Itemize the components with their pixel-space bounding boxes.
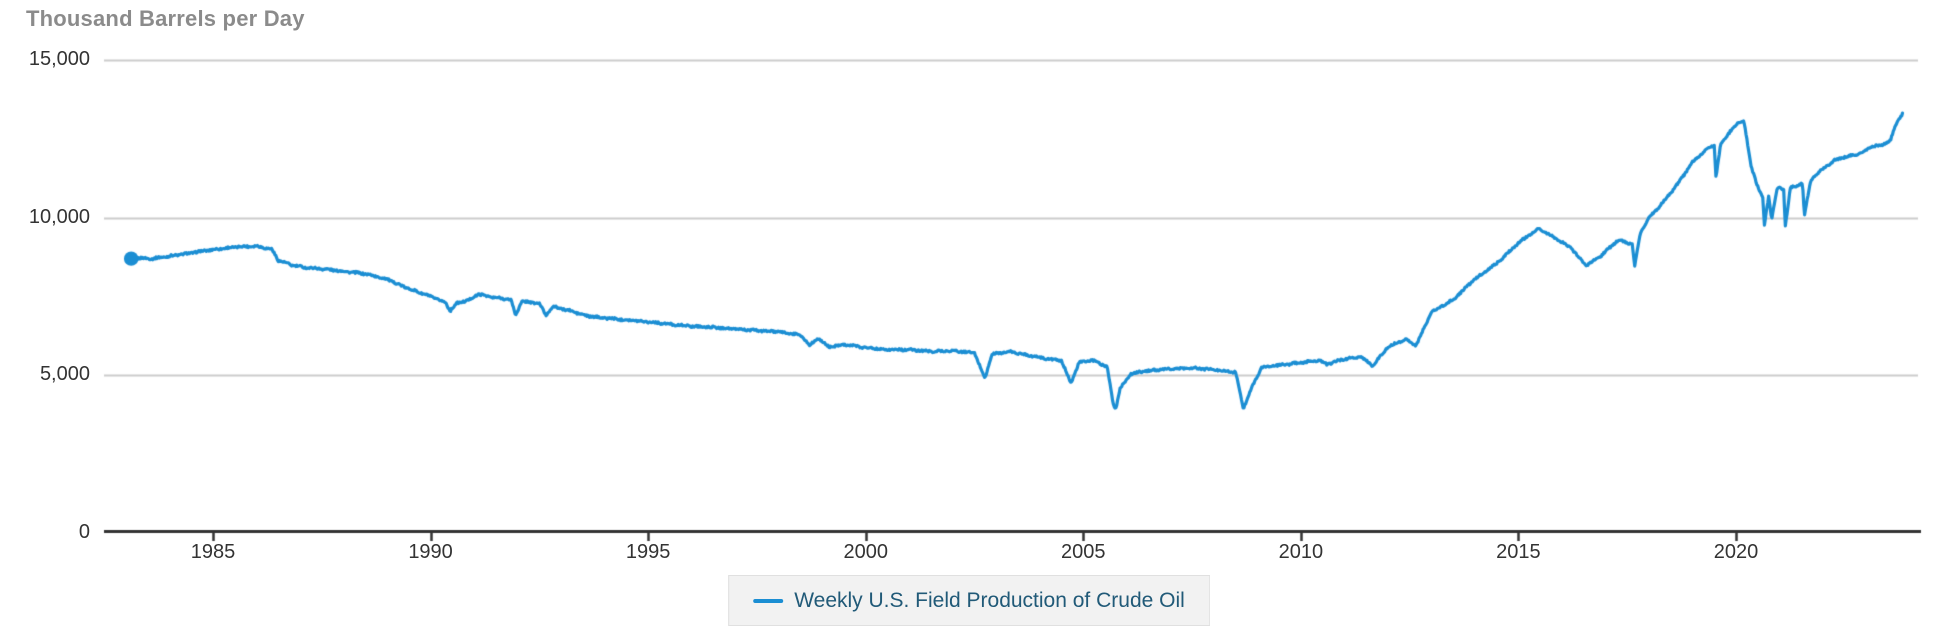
x-axis-label: 2000 — [843, 541, 888, 563]
x-axis-label: 2020 — [1713, 541, 1759, 563]
x-axis-label: 2015 — [1496, 541, 1541, 563]
x-axis-label: 2010 — [1278, 541, 1324, 563]
legend-label: Weekly U.S. Field Production of Crude Oi… — [794, 589, 1185, 612]
y-axis-label: 5,000 — [39, 363, 90, 386]
x-axis-label: 2005 — [1061, 541, 1106, 563]
legend: Weekly U.S. Field Production of Crude Oi… — [728, 575, 1210, 626]
y-axis-label: 0 — [78, 521, 90, 543]
y-axis-label: 10,000 — [28, 205, 90, 228]
chart-title: Thousand Barrels per Day — [26, 6, 305, 31]
legend-line-swatch — [753, 598, 784, 603]
x-axis-label: 1995 — [625, 541, 671, 563]
legend-item-crude-oil[interactable]: Weekly U.S. Field Production of Crude Oi… — [728, 575, 1210, 626]
y-axis-label: 15,000 — [28, 48, 90, 70]
x-axis-label: 1985 — [190, 541, 236, 563]
x-axis-label: 1990 — [408, 541, 453, 563]
